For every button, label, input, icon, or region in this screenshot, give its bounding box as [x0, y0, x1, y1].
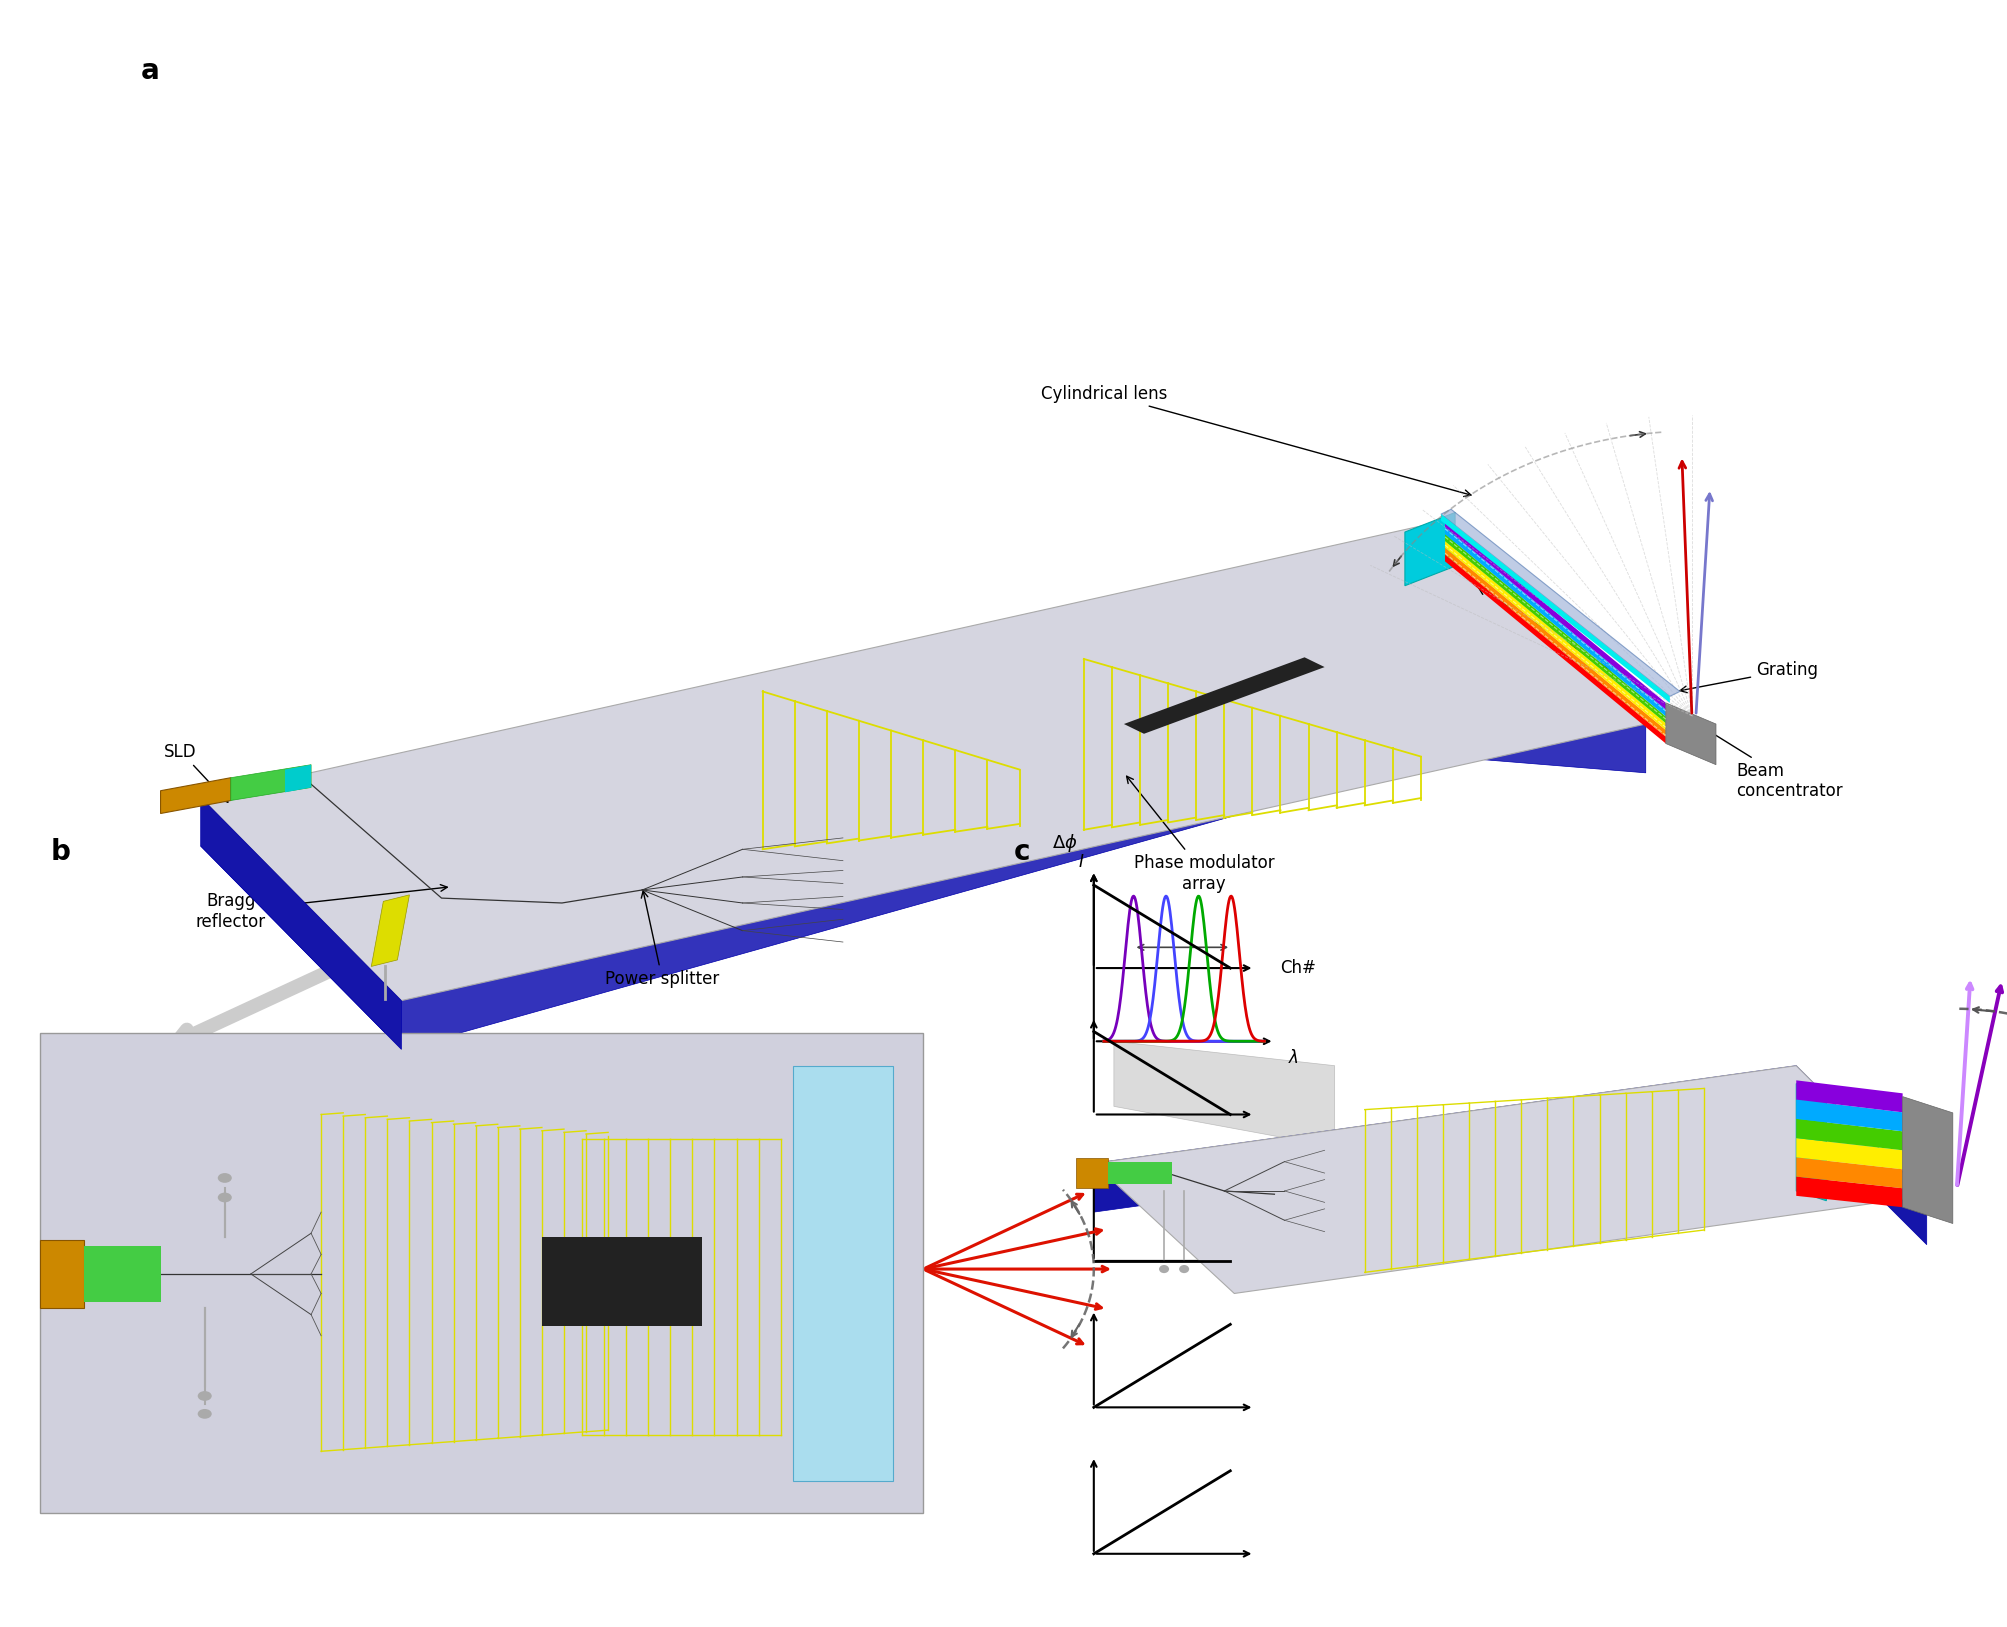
- Polygon shape: [1445, 527, 1666, 716]
- Bar: [40, 1033, 923, 1513]
- Polygon shape: [1094, 1066, 1927, 1293]
- Bar: [1108, 1162, 1172, 1184]
- Polygon shape: [285, 765, 311, 792]
- Polygon shape: [1445, 534, 1666, 722]
- Polygon shape: [1796, 1080, 1903, 1113]
- Polygon shape: [1441, 514, 1670, 703]
- Text: I: I: [1080, 853, 1084, 872]
- Bar: [84, 1246, 161, 1302]
- Ellipse shape: [217, 1193, 231, 1202]
- Ellipse shape: [217, 1173, 231, 1183]
- Polygon shape: [231, 765, 311, 800]
- Polygon shape: [1445, 548, 1666, 737]
- Ellipse shape: [197, 1391, 213, 1401]
- Bar: [40, 1240, 84, 1308]
- Ellipse shape: [1160, 1266, 1168, 1272]
- Polygon shape: [1405, 513, 1455, 586]
- Polygon shape: [1445, 540, 1666, 731]
- Bar: [1076, 1158, 1108, 1188]
- Polygon shape: [1796, 1084, 1826, 1201]
- Polygon shape: [1903, 1097, 1953, 1224]
- Text: Grating: Grating: [1680, 661, 1818, 693]
- Text: $\lambda$: $\lambda$: [1288, 1049, 1299, 1067]
- Polygon shape: [161, 778, 231, 814]
- Text: Ch#: Ch#: [1280, 958, 1317, 978]
- Polygon shape: [1094, 1066, 1927, 1245]
- Polygon shape: [1124, 657, 1325, 734]
- Polygon shape: [201, 521, 1646, 1001]
- Polygon shape: [1445, 521, 1666, 709]
- Polygon shape: [1796, 1119, 1903, 1150]
- Polygon shape: [1796, 1139, 1903, 1170]
- Polygon shape: [1796, 1100, 1903, 1131]
- Polygon shape: [1796, 1176, 1903, 1207]
- Polygon shape: [201, 797, 401, 1049]
- Ellipse shape: [1178, 1266, 1188, 1272]
- Text: Beam
concentrator: Beam concentrator: [1479, 587, 1842, 800]
- Polygon shape: [371, 895, 409, 966]
- Bar: [542, 1237, 702, 1326]
- Polygon shape: [1114, 1041, 1335, 1147]
- Ellipse shape: [197, 1409, 213, 1419]
- Polygon shape: [1445, 555, 1666, 744]
- Text: a: a: [140, 57, 159, 85]
- Text: Power splitter: Power splitter: [606, 892, 719, 988]
- Text: $\Delta\phi$: $\Delta\phi$: [1052, 831, 1078, 854]
- Text: c: c: [1014, 838, 1030, 866]
- Polygon shape: [1666, 703, 1716, 765]
- Text: b: b: [50, 838, 70, 866]
- Text: Bragg
reflector: Bragg reflector: [197, 885, 448, 931]
- Text: Phase modulator
array: Phase modulator array: [1126, 776, 1274, 893]
- Bar: [793, 1066, 893, 1481]
- Text: Cylindrical lens: Cylindrical lens: [1042, 384, 1471, 496]
- Polygon shape: [201, 521, 1646, 1049]
- Text: SLD: SLD: [165, 742, 229, 802]
- Polygon shape: [1441, 509, 1680, 696]
- Polygon shape: [1796, 1157, 1903, 1188]
